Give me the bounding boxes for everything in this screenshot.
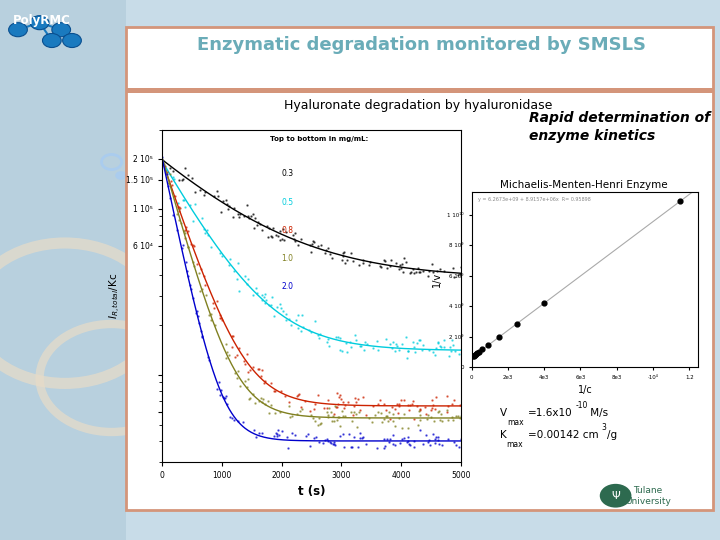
Point: [482, 341, 494, 350]
Point: [539, 299, 550, 308]
Text: V: V: [500, 408, 508, 418]
Point: [477, 345, 488, 354]
Circle shape: [600, 484, 631, 508]
Text: 2.0: 2.0: [282, 282, 294, 292]
Y-axis label: $I_{R,total}$/Kc: $I_{R,total}$/Kc: [108, 273, 123, 319]
Text: m: m: [573, 233, 582, 242]
Text: +K: +K: [557, 222, 577, 237]
Text: PolyRMC: PolyRMC: [13, 14, 71, 27]
Point: [468, 352, 480, 360]
Text: max: max: [508, 418, 524, 427]
Text: =1.6x10: =1.6x10: [528, 408, 572, 418]
Point: [472, 349, 483, 357]
Bar: [0, 0, 126, 540]
Text: max: max: [539, 233, 558, 242]
Text: /cv: /cv: [579, 222, 599, 237]
Text: Tulane
University: Tulane University: [625, 485, 671, 506]
Text: K: K: [500, 430, 507, 440]
Point: [470, 350, 482, 359]
Y-axis label: 1/v: 1/v: [432, 272, 442, 287]
Text: max: max: [599, 233, 618, 242]
Text: -10: -10: [575, 401, 588, 410]
Text: 1/v=1/v: 1/v=1/v: [490, 222, 545, 237]
Circle shape: [30, 16, 49, 30]
Circle shape: [9, 23, 27, 37]
Text: /g: /g: [607, 430, 617, 440]
Text: M/s: M/s: [587, 408, 608, 418]
Text: =0.00142 cm: =0.00142 cm: [528, 430, 598, 440]
Circle shape: [42, 33, 61, 48]
Text: 0.3: 0.3: [282, 170, 294, 178]
Text: 3: 3: [601, 423, 606, 431]
Point: [469, 350, 481, 359]
Text: Rapid determination of
enzyme kinetics: Rapid determination of enzyme kinetics: [529, 111, 711, 143]
Text: Top to bottom in mg/mL:: Top to bottom in mg/mL:: [269, 136, 368, 142]
Text: Ψ: Ψ: [611, 491, 620, 501]
Circle shape: [63, 33, 81, 48]
Point: [511, 319, 523, 328]
Text: max: max: [506, 440, 523, 449]
Point: [675, 197, 686, 205]
X-axis label: t (s): t (s): [297, 485, 325, 498]
Point: [469, 352, 480, 360]
Text: 0.8: 0.8: [282, 226, 294, 235]
Bar: [126, 27, 713, 510]
Text: 1.0: 1.0: [282, 254, 294, 263]
Bar: [126, 88, 713, 93]
Text: Michaelis-Menten-Henri Enzyme
kinetics: Michaelis-Menten-Henri Enzyme kinetics: [500, 180, 668, 203]
Text: y = 6.2673e+09 + 8.9157e+06x  R= 0.95898: y = 6.2673e+09 + 8.9157e+06x R= 0.95898: [478, 197, 591, 202]
Text: Hyaluronate degradation by hyaluronidase: Hyaluronate degradation by hyaluronidase: [284, 99, 553, 112]
Point: [473, 348, 485, 356]
X-axis label: 1/c: 1/c: [577, 386, 593, 395]
Point: [493, 333, 505, 341]
Circle shape: [52, 23, 71, 37]
Circle shape: [115, 171, 127, 180]
Text: Enzymatic degradation monitored by SMSLS: Enzymatic degradation monitored by SMSLS: [197, 36, 646, 53]
Text: 0.5: 0.5: [282, 198, 294, 207]
